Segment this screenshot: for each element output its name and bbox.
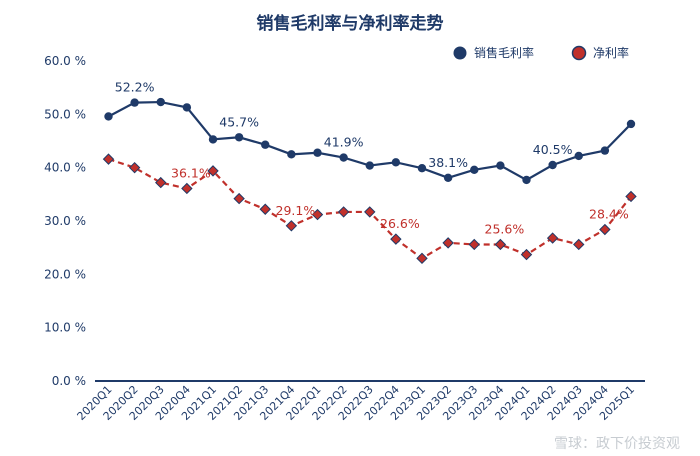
y-axis: 0.0 % 10.0 % 20.0 % 30.0 % 40.0 % 50.0 % 60.0 … [44, 54, 86, 388]
data-point-net-margin [259, 203, 271, 215]
data-label-gross-margin: 52.2% [115, 80, 155, 95]
legend-label-net: 净利率 [593, 45, 629, 60]
data-point-net-margin [599, 223, 611, 236]
data-point-net-margin [573, 238, 585, 251]
data-point-gross-margin [548, 160, 557, 170]
data-point-net-margin [468, 238, 480, 251]
legend-marker-net [571, 45, 587, 61]
data-point-gross-margin [182, 103, 192, 112]
data-label-gross-margin: 40.5% [533, 142, 573, 157]
data-point-gross-margin [496, 161, 505, 170]
data-point-gross-margin [130, 98, 139, 107]
y-tick-label: 20.0 % [44, 267, 86, 281]
data-point-net-margin [285, 220, 298, 232]
data-point-net-margin [102, 153, 115, 165]
data-label-net-margin: 28.4% [589, 207, 629, 222]
data-point-gross-margin [339, 153, 348, 162]
series-gross-margin [104, 97, 636, 185]
y-tick-label: 50.0 % [44, 107, 86, 121]
data-point-gross-margin [156, 97, 165, 107]
data-point-net-margin [390, 233, 402, 245]
data-labels: 52.2% 45.7% 41.9% 38.1% 40.5% 36.1% 29.1% 26.6%… [115, 80, 629, 237]
data-point-gross-margin [522, 175, 531, 185]
legend-label-gross: 销售毛利率 [474, 45, 534, 60]
data-point-net-margin [128, 161, 141, 174]
data-label-gross-margin: 38.1% [428, 155, 468, 170]
watermark-text: 雪球：政下价投资观 [554, 436, 680, 452]
data-point-net-margin [494, 238, 507, 251]
series-net-margin [102, 153, 637, 265]
data-point-gross-margin [287, 150, 296, 159]
data-point-gross-margin [470, 165, 479, 174]
data-point-gross-margin [104, 112, 113, 121]
data-point-net-margin [155, 176, 167, 189]
x-axis: 2020Q12020Q22020Q32020Q42021Q12021Q22021… [75, 383, 638, 423]
data-label-net-margin: 25.6% [485, 221, 525, 236]
data-label-net-margin: 29.1% [276, 203, 316, 218]
data-point-net-margin [337, 206, 350, 218]
data-point-gross-margin [261, 140, 270, 149]
data-point-gross-margin [626, 119, 636, 129]
data-point-gross-margin [417, 164, 427, 173]
data-point-net-margin [442, 237, 454, 249]
data-point-net-margin [207, 165, 219, 177]
data-point-net-margin [181, 182, 193, 195]
data-point-net-margin [625, 190, 637, 203]
legend-marker-gross [453, 46, 467, 60]
data-point-net-margin [520, 248, 533, 261]
y-tick-label: 40.0 % [44, 161, 86, 175]
data-label-gross-margin: 45.7% [219, 114, 259, 129]
data-point-gross-margin [574, 151, 583, 161]
legend: 销售毛利率 净利率 [453, 45, 629, 61]
data-label-net-margin: 26.6% [380, 216, 420, 231]
chart-title: 销售毛利率与净利率走势 [257, 13, 444, 34]
data-point-net-margin [311, 208, 324, 221]
y-tick-label: 30.0 % [44, 214, 86, 228]
data-point-gross-margin [443, 173, 453, 182]
data-point-net-margin [416, 252, 428, 265]
data-point-gross-margin [234, 133, 244, 142]
data-point-gross-margin [600, 146, 610, 155]
data-point-net-margin [364, 206, 376, 218]
data-point-gross-margin [391, 158, 401, 167]
data-label-gross-margin: 41.9% [324, 135, 364, 150]
data-point-net-margin [233, 192, 245, 205]
data-point-net-margin [546, 232, 559, 244]
y-tick-label: 10.0 % [44, 321, 86, 335]
y-tick-label: 60.0 % [44, 54, 86, 68]
data-label-net-margin: 36.1% [171, 165, 211, 180]
data-point-gross-margin [313, 148, 322, 157]
y-tick-label: 0.0 % [52, 374, 86, 388]
data-point-gross-margin [208, 135, 218, 144]
data-point-gross-margin [365, 161, 374, 170]
